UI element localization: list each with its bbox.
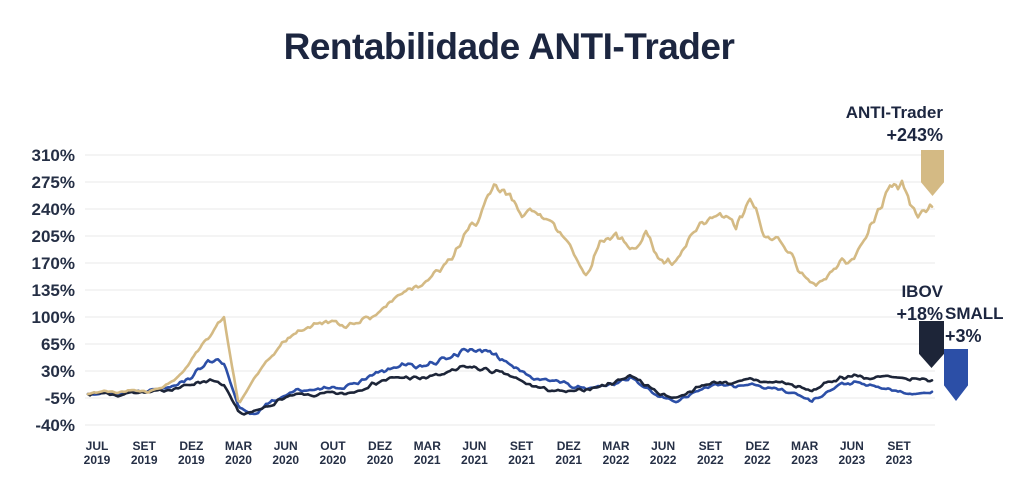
y-axis-label: 205% bbox=[32, 227, 75, 246]
annotation-ibov: IBOV +18% bbox=[896, 281, 943, 325]
y-axis-labels: 310% 275% 240% 205% 170% 135% 100% 65% 30% -5% -40… bbox=[32, 146, 75, 435]
y-axis-label: 275% bbox=[32, 173, 75, 192]
series-line-small bbox=[86, 347, 934, 416]
series-label-anti-trader: ANTI-Trader bbox=[845, 103, 943, 122]
y-axis-label: 30% bbox=[41, 362, 75, 381]
x-axis-label-month: MAR bbox=[225, 439, 253, 453]
x-axis-label-month: DEZ bbox=[745, 439, 769, 453]
x-axis-label-month: SET bbox=[887, 439, 911, 453]
x-axis-label-month: DEZ bbox=[179, 439, 203, 453]
x-axis-label-year: 2021 bbox=[508, 453, 535, 467]
x-axis-label-year: 2023 bbox=[791, 453, 818, 467]
x-axis-label-year: 2021 bbox=[414, 453, 441, 467]
x-axis-label-year: 2020 bbox=[272, 453, 299, 467]
x-axis-label-month: JUN bbox=[651, 439, 675, 453]
x-axis-label-year: 2020 bbox=[320, 453, 347, 467]
y-axis-label: 65% bbox=[41, 335, 75, 354]
x-axis-label-month: JUN bbox=[274, 439, 298, 453]
chart-title: Rentabilidade ANTI-Trader bbox=[283, 26, 735, 67]
series-label-ibov: IBOV bbox=[901, 282, 943, 301]
y-axis-label: 240% bbox=[32, 200, 75, 219]
x-axis-label-month: SET bbox=[699, 439, 723, 453]
series-line-anti-trader bbox=[86, 179, 934, 404]
x-axis-label-month: JUN bbox=[462, 439, 486, 453]
series-return-anti-trader: +243% bbox=[886, 125, 943, 145]
x-axis-label-year: 2022 bbox=[697, 453, 724, 467]
x-axis-label-year: 2021 bbox=[461, 453, 488, 467]
annotation-anti-trader: ANTI-Trader +243% bbox=[846, 102, 943, 146]
x-axis-label-month: SET bbox=[133, 439, 157, 453]
x-axis-label-year: 2022 bbox=[650, 453, 677, 467]
x-axis-label-year: 2020 bbox=[367, 453, 394, 467]
x-axis-label-month: DEZ bbox=[557, 439, 581, 453]
x-axis-label-year: 2023 bbox=[838, 453, 865, 467]
y-axis-label: 310% bbox=[32, 146, 75, 165]
x-axis-label-year: 2019 bbox=[178, 453, 205, 467]
x-axis-label-year: 2023 bbox=[886, 453, 913, 467]
x-axis-label-month: JUN bbox=[840, 439, 864, 453]
x-axis-label-year: 2020 bbox=[225, 453, 252, 467]
x-axis-label-year: 2019 bbox=[131, 453, 158, 467]
x-axis-label-month: MAR bbox=[414, 439, 442, 453]
x-axis-label-month: MAR bbox=[602, 439, 630, 453]
x-axis-label-month: OUT bbox=[320, 439, 346, 453]
y-axis-label: 135% bbox=[32, 281, 75, 300]
x-axis-label-month: DEZ bbox=[368, 439, 392, 453]
x-axis-label-year: 2019 bbox=[84, 453, 111, 467]
y-axis-label: -40% bbox=[35, 416, 75, 435]
x-axis-label-year: 2022 bbox=[744, 453, 771, 467]
x-axis-label-month: JUL bbox=[86, 439, 109, 453]
x-axis-label-year: 2022 bbox=[603, 453, 630, 467]
x-axis-label-month: MAR bbox=[791, 439, 819, 453]
x-axis-label-year: 2021 bbox=[555, 453, 582, 467]
series-label-small: SMALL bbox=[945, 304, 1004, 323]
x-axis-label-month: SET bbox=[510, 439, 534, 453]
y-axis-label: 170% bbox=[32, 254, 75, 273]
x-axis-labels: JUL2019SET2019DEZ2019MAR2020JUN2020OUT20… bbox=[84, 439, 913, 467]
marker-banner-anti-trader-icon bbox=[921, 150, 944, 196]
y-axis-label: -5% bbox=[45, 389, 75, 408]
y-axis-label: 100% bbox=[32, 308, 75, 327]
series-return-ibov: +18% bbox=[896, 304, 943, 324]
series-line-ibov bbox=[86, 364, 934, 416]
series-return-small: +3% bbox=[945, 326, 982, 346]
annotation-small: SMALL +3% bbox=[945, 303, 1004, 347]
